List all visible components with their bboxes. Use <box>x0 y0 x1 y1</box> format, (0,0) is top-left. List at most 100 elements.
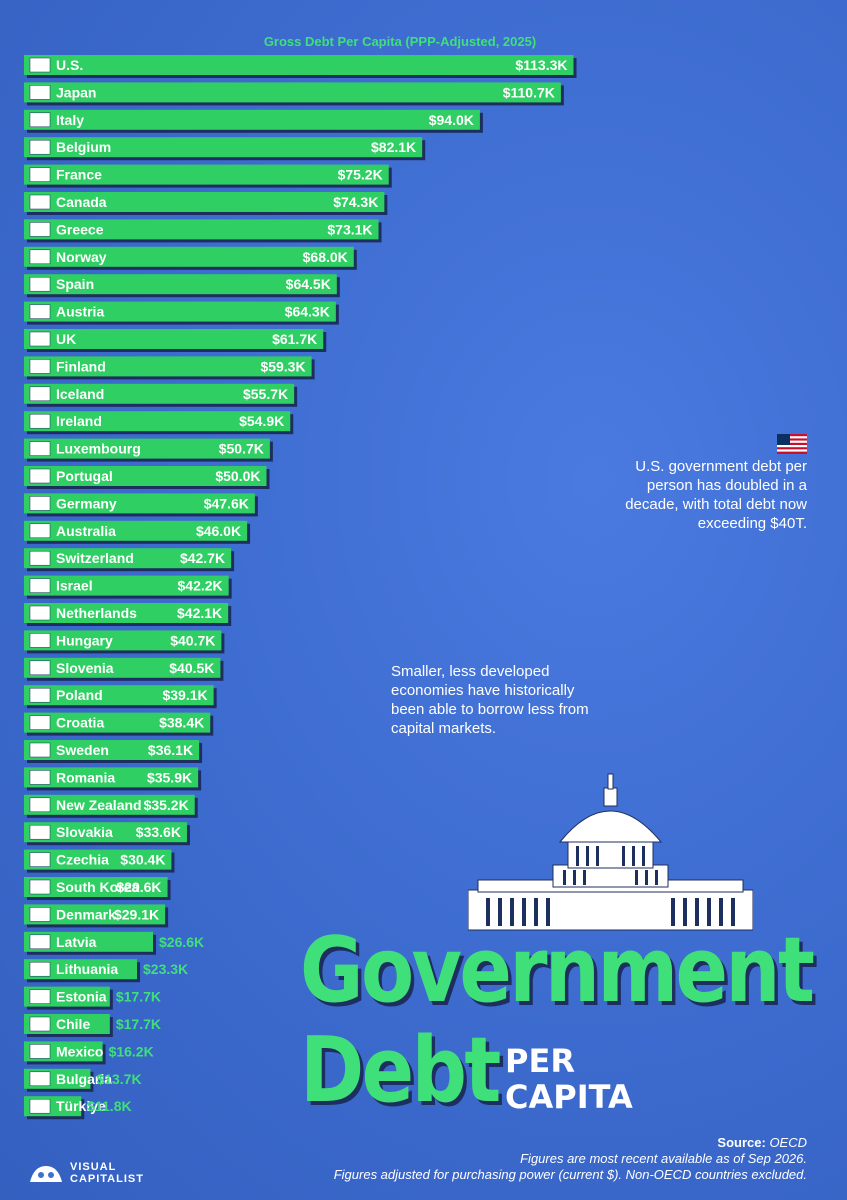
bar-row: Luxembourg $50.7K <box>24 438 273 462</box>
bar <box>24 520 248 541</box>
bar-row: Poland $39.1K <box>24 685 217 709</box>
flag-icon <box>29 1044 51 1059</box>
title-line-debt: Debt <box>300 1018 501 1123</box>
bar <box>24 794 195 815</box>
bar-row: Canada $74.3K <box>24 192 388 215</box>
value-label: $46.0K <box>196 523 241 539</box>
flag-icon <box>29 1016 51 1032</box>
flag-icon <box>29 605 51 621</box>
country-label: Mexico <box>56 1043 103 1059</box>
visual-capitalist-logo: VISUAL CAPITALIST <box>28 1160 144 1186</box>
flag-icon <box>29 331 51 347</box>
value-label: $17.7K <box>116 1016 161 1032</box>
bar <box>24 274 337 295</box>
flag-icon <box>29 742 51 758</box>
country-label: Denmark <box>56 906 116 922</box>
bar <box>24 164 389 185</box>
country-label: Chile <box>56 1016 90 1032</box>
flag-icon <box>29 1098 51 1114</box>
country-label: Luxembourg <box>56 441 141 457</box>
bar <box>24 849 172 870</box>
flag-icon <box>29 112 51 128</box>
country-label: Türkiye <box>56 1098 106 1114</box>
bar-row: New Zealand $35.2K <box>24 794 198 818</box>
bar <box>24 877 168 897</box>
country-label: Portugal <box>56 468 113 484</box>
country-label: France <box>56 167 102 183</box>
title-per: PER <box>505 1042 575 1080</box>
value-label: $35.2K <box>144 797 189 813</box>
bar-row: Spain $64.5K <box>24 274 340 298</box>
value-label: $11.8K <box>87 1098 131 1114</box>
country-label: Germany <box>56 495 117 511</box>
value-label: $50.0K <box>215 468 260 484</box>
bar-row: Lithuania $23.3K <box>24 959 188 983</box>
country-label: New Zealand <box>56 797 142 813</box>
country-label: Bulgaria <box>56 1071 112 1087</box>
flag-icon <box>29 879 51 895</box>
capitol-building-icon <box>468 773 753 931</box>
value-label: $113.3K <box>515 57 567 73</box>
bar-row: Czechia $30.4K <box>24 849 175 873</box>
bar <box>24 301 336 322</box>
value-label: $36.1K <box>148 742 193 758</box>
country-label: Croatia <box>56 715 104 731</box>
value-label: $39.1K <box>162 687 207 703</box>
flag-icon <box>29 496 51 511</box>
bar <box>24 822 187 843</box>
bar <box>24 904 166 925</box>
flag-icon <box>29 276 51 292</box>
bar <box>24 411 291 432</box>
value-label: $42.1K <box>177 605 222 621</box>
bar-row: Latvia $26.6K <box>24 931 204 955</box>
bar-row: Israel $42.2K <box>24 575 232 599</box>
country-label: Switzerland <box>56 550 134 566</box>
bar-row: Japan $110.7K <box>24 82 564 106</box>
bar <box>24 657 221 678</box>
value-label: $59.3K <box>260 358 305 374</box>
country-label: Latvia <box>56 934 97 950</box>
bar <box>24 493 255 514</box>
bar-row: Ireland $54.9K <box>24 411 294 435</box>
value-label: $33.6K <box>136 824 181 840</box>
value-label: $61.7K <box>272 331 317 347</box>
source-block: Source: OECD Figures are most recent ava… <box>334 1135 807 1183</box>
country-label: Canada <box>56 194 107 210</box>
bar-row: Türkiye$11.8K <box>24 1096 132 1120</box>
vc-logo-icon <box>30 1166 62 1182</box>
country-label: U.S. <box>56 57 83 73</box>
flag-icon <box>29 770 51 785</box>
value-label: $42.7K <box>180 550 225 566</box>
value-label: $73.1K <box>327 221 372 237</box>
bar <box>24 356 312 377</box>
flag-icon <box>29 687 51 703</box>
flag-icon <box>29 194 51 210</box>
country-label: Finland <box>56 358 106 374</box>
source-label: Source: <box>717 1135 766 1150</box>
value-label: $68.0K <box>303 249 348 265</box>
flag-icon <box>29 139 51 155</box>
bar-row: UK $61.7K <box>24 329 327 352</box>
flag-icon <box>29 715 51 730</box>
country-label: Iceland <box>56 386 104 402</box>
country-label: Czechia <box>56 852 109 868</box>
value-label: $74.3K <box>333 194 378 210</box>
flag-icon <box>29 934 51 950</box>
bar-row: Bulgaria$13.7K <box>24 1068 142 1092</box>
bar <box>24 109 480 130</box>
bar <box>24 55 574 75</box>
flag-icon <box>29 961 51 977</box>
bar-row: Denmark$29.1K <box>24 904 169 928</box>
country-label: Italy <box>56 112 84 128</box>
bar-row: Norway $68.0K <box>24 246 357 270</box>
flag-icon <box>29 386 51 402</box>
flag-icon <box>29 441 51 456</box>
bar-row: Romania $35.9K <box>24 767 202 791</box>
value-label: $17.7K <box>116 989 161 1005</box>
country-label: Greece <box>56 221 104 237</box>
value-label: $47.6K <box>204 495 249 511</box>
bar <box>24 438 270 459</box>
country-label: Romania <box>56 769 115 785</box>
value-label: $40.5K <box>169 660 214 676</box>
value-label: $64.5K <box>286 276 331 292</box>
